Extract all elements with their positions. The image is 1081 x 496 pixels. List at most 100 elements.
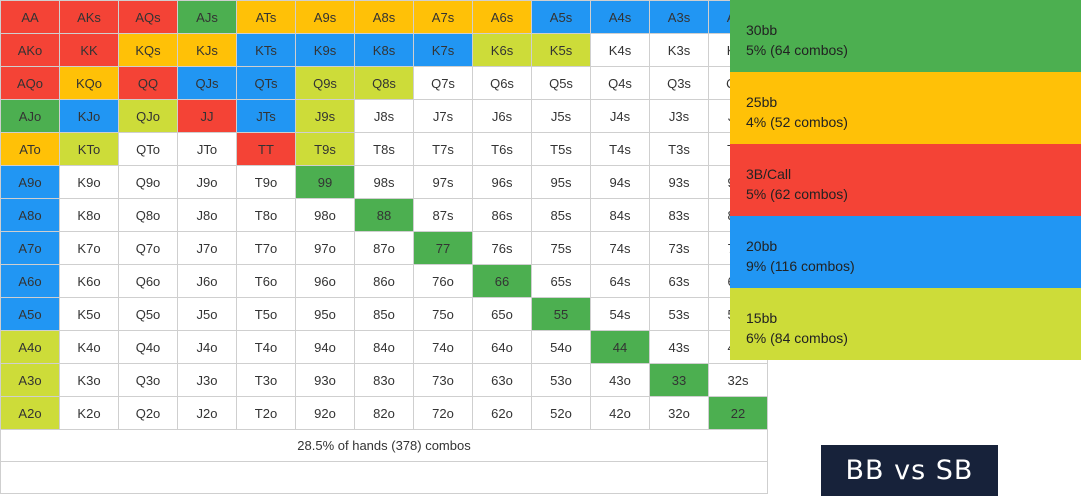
hand-cell: A5o xyxy=(0,297,60,331)
hand-cell: K9s xyxy=(295,33,355,67)
hand-cell: Q7s xyxy=(413,66,473,100)
hand-cell: Q5o xyxy=(118,297,178,331)
hand-cell: A6s xyxy=(472,0,532,34)
hand-cell: 87s xyxy=(413,198,473,232)
hand-cell: QQ xyxy=(118,66,178,100)
hand-cell: 75s xyxy=(531,231,591,265)
hand-cell: AKo xyxy=(0,33,60,67)
hand-cell: 85s xyxy=(531,198,591,232)
hand-cell: 75o xyxy=(413,297,473,331)
hand-cell: TT xyxy=(236,132,296,166)
hand-cell: 63s xyxy=(649,264,709,298)
hand-grid-table: AAAKsAQsAJsATsA9sA8sA7sA6sA5sA4sA3sA2sAK… xyxy=(0,0,768,494)
hand-cell: 74o xyxy=(413,330,473,364)
hand-cell: KTs xyxy=(236,33,296,67)
hand-cell: ATs xyxy=(236,0,296,34)
grid-row: AAAKsAQsAJsATsA9sA8sA7sA6sA5sA4sA3sA2s xyxy=(0,0,768,34)
hand-cell: AQs xyxy=(118,0,178,34)
hand-cell: K6o xyxy=(59,264,119,298)
hand-cell: KJo xyxy=(59,99,119,133)
hand-cell: T3s xyxy=(649,132,709,166)
hand-cell: Q4o xyxy=(118,330,178,364)
hand-cell: J9o xyxy=(177,165,237,199)
legend-item-20bb: 20bb 9% (116 combos) xyxy=(730,216,1081,288)
hand-cell: A7o xyxy=(0,231,60,265)
hand-cell: 87o xyxy=(354,231,414,265)
hand-cell: Q8s xyxy=(354,66,414,100)
hand-cell: AJs xyxy=(177,0,237,34)
legend-detail: 6% (84 combos) xyxy=(746,330,848,346)
hand-cell: K2o xyxy=(59,396,119,430)
hand-cell: QJo xyxy=(118,99,178,133)
hand-cell: 97s xyxy=(413,165,473,199)
hand-cell: A3s xyxy=(649,0,709,34)
hand-cell: KK xyxy=(59,33,119,67)
hand-cell: T6o xyxy=(236,264,296,298)
hand-cell: Q6o xyxy=(118,264,178,298)
hand-cell: 76s xyxy=(472,231,532,265)
hand-cell: A8s xyxy=(354,0,414,34)
hand-cell: 66 xyxy=(472,264,532,298)
hand-cell: T2o xyxy=(236,396,296,430)
hand-cell: 94o xyxy=(295,330,355,364)
hand-cell: J6s xyxy=(472,99,532,133)
hand-cell: ATo xyxy=(0,132,60,166)
hand-cell: J9s xyxy=(295,99,355,133)
hand-cell: 94s xyxy=(590,165,650,199)
hand-cell: KJs xyxy=(177,33,237,67)
hand-cell: 92o xyxy=(295,396,355,430)
hand-cell: K8o xyxy=(59,198,119,232)
hand-cell: 82o xyxy=(354,396,414,430)
hand-cell: A4o xyxy=(0,330,60,364)
hand-cell: 99 xyxy=(295,165,355,199)
hand-cell: J7o xyxy=(177,231,237,265)
legend-label: 15bb xyxy=(746,310,778,326)
hand-cell: K8s xyxy=(354,33,414,67)
hand-cell: 96s xyxy=(472,165,532,199)
hand-cell: K3s xyxy=(649,33,709,67)
hand-cell: 32o xyxy=(649,396,709,430)
hand-cell: K7o xyxy=(59,231,119,265)
hand-cell: 86s xyxy=(472,198,532,232)
hand-cell: J8s xyxy=(354,99,414,133)
hand-cell: J5o xyxy=(177,297,237,331)
legend-label: 3B/Call xyxy=(746,166,792,182)
hand-cell: J2o xyxy=(177,396,237,430)
hand-cell: A3o xyxy=(0,363,60,397)
hand-cell: 86o xyxy=(354,264,414,298)
legend-detail: 4% (52 combos) xyxy=(746,114,848,130)
hand-cell: T5s xyxy=(531,132,591,166)
hand-cell: 43o xyxy=(590,363,650,397)
hand-cell: AA xyxy=(0,0,60,34)
hand-cell: T7s xyxy=(413,132,473,166)
hand-cell: T5o xyxy=(236,297,296,331)
legend-item-15bb: 15bb 6% (84 combos) xyxy=(730,288,1081,360)
hand-cell: 76o xyxy=(413,264,473,298)
hand-cell: KTo xyxy=(59,132,119,166)
legend-item-3bcall: 3B/Call 5% (62 combos) xyxy=(730,144,1081,216)
hand-cell: 98o xyxy=(295,198,355,232)
hand-cell: JTs xyxy=(236,99,296,133)
hand-cell: T7o xyxy=(236,231,296,265)
hand-cell: KQs xyxy=(118,33,178,67)
legend-item-30bb: 30bb 5% (64 combos) xyxy=(730,0,1081,72)
hand-cell: T9s xyxy=(295,132,355,166)
hand-cell: Q8o xyxy=(118,198,178,232)
hand-cell: A2o xyxy=(0,396,60,430)
hand-cell: 83s xyxy=(649,198,709,232)
grid-row: A6oK6oQ6oJ6oT6o96o86o76o6665s64s63s62s xyxy=(0,264,768,298)
hand-cell: 77 xyxy=(413,231,473,265)
hand-cell: Q7o xyxy=(118,231,178,265)
hand-cell: A9s xyxy=(295,0,355,34)
hand-cell: JJ xyxy=(177,99,237,133)
hand-cell: J8o xyxy=(177,198,237,232)
matchup-label: BB vs SB xyxy=(821,445,998,496)
hand-cell: Q6s xyxy=(472,66,532,100)
hand-cell: K4s xyxy=(590,33,650,67)
hand-cell: K7s xyxy=(413,33,473,67)
hand-cell: J3s xyxy=(649,99,709,133)
hand-cell: T8s xyxy=(354,132,414,166)
hand-cell: A8o xyxy=(0,198,60,232)
hand-cell: 93s xyxy=(649,165,709,199)
hand-cell: 52o xyxy=(531,396,591,430)
